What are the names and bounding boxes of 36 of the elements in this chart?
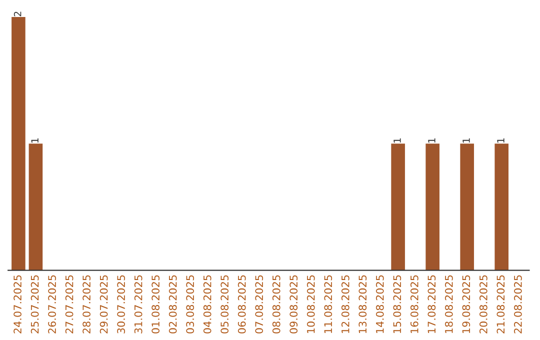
x-tick-label: 07.08.2025 (255, 275, 264, 334)
x-tick-label: 18.08.2025 (444, 275, 453, 333)
x-tick-label: 14.08.2025 (376, 275, 384, 333)
x-tick-label: 17.08.2025 (428, 275, 436, 333)
x-tick-label: 09.08.2025 (290, 275, 298, 334)
x-tick-label: 02.08.2025 (168, 275, 177, 334)
x-tick-label: 03.08.2025 (186, 275, 194, 334)
x-tick-label: 11.08.2025 (324, 275, 332, 333)
x-tick-label: 31.07.2025 (134, 275, 142, 334)
x-tick-label: 20.08.2025 (479, 275, 488, 334)
data-label: 1 (394, 138, 401, 143)
x-tick-label: 13.08.2025 (358, 275, 367, 333)
data-label: 1 (31, 138, 38, 143)
x-tick-label: 10.08.2025 (306, 275, 315, 333)
x-tick-label: 06.08.2025 (238, 275, 246, 334)
x-tick-label: 30.07.2025 (117, 275, 126, 334)
data-label: 1 (428, 138, 436, 143)
x-tick-label: 01.08.2025 (152, 275, 160, 334)
data-label: 1 (497, 138, 504, 143)
data-label: 2 (14, 12, 22, 16)
x-tick-label: 12.08.2025 (341, 275, 350, 333)
x-tick-label: 08.08.2025 (272, 275, 280, 334)
x-tick-label: 16.08.2025 (410, 275, 418, 333)
x-tick-label: 29.07.2025 (100, 275, 108, 334)
x-tick-label: 15.08.2025 (393, 275, 402, 333)
x-tick-label: 25.07.2025 (30, 275, 39, 334)
x-tick-label: 24.07.2025 (14, 275, 22, 334)
x-tick-label: 26.07.2025 (48, 275, 56, 334)
x-tick-label: 22.08.2025 (514, 275, 522, 334)
x-tick-label: 04.08.2025 (203, 275, 212, 334)
x-tick-label: 21.08.2025 (496, 275, 505, 334)
data-label: 1 (462, 138, 470, 143)
x-tick-label: 27.07.2025 (65, 275, 74, 334)
x-tick-label: 05.08.2025 (220, 275, 229, 334)
x-tick-label: 28.07.2025 (82, 275, 90, 334)
x-tick-label: 19.08.2025 (462, 275, 470, 333)
